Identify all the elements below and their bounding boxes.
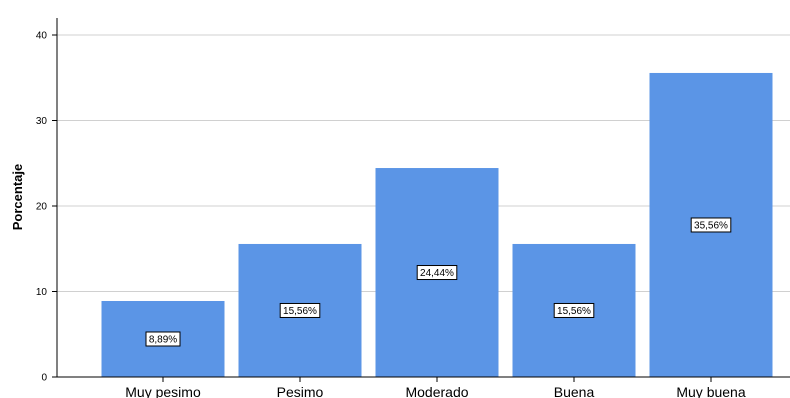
data-label-box (416, 265, 458, 281)
data-label-box (279, 302, 321, 318)
y-tick-label: 10 (36, 287, 48, 298)
x-tick-label: Muy buena (676, 384, 745, 398)
data-label: 15,56% (557, 306, 591, 317)
data-label-box (553, 302, 595, 318)
data-labels: 8,89% 15,56% 24,44% 15,56% 35,56% (145, 217, 732, 347)
y-tick-label: 20 (36, 202, 48, 213)
data-label: 24,44% (420, 268, 454, 279)
x-tick-label: Pesimo (277, 384, 324, 398)
x-tick-label: Moderado (405, 384, 468, 398)
y-tick-label: 0 (41, 373, 47, 384)
data-label-box (690, 217, 732, 233)
data-label-box (145, 331, 181, 347)
data-label: 15,56% (283, 306, 317, 317)
x-tick-label: Muy pesimo (125, 384, 201, 398)
y-tick-label: 30 (36, 116, 48, 127)
data-label: 35,56% (694, 220, 728, 231)
x-tick-label: Buena (554, 384, 595, 398)
y-axis-title: Porcentaje (10, 164, 25, 230)
y-ticks: 0 10 20 30 40 (36, 31, 57, 384)
x-ticks: Muy pesimo Pesimo Moderado Buena Muy buena (125, 377, 746, 398)
bars (101, 72, 773, 377)
data-label: 8,89% (149, 334, 177, 345)
y-tick-label: 40 (36, 31, 48, 42)
